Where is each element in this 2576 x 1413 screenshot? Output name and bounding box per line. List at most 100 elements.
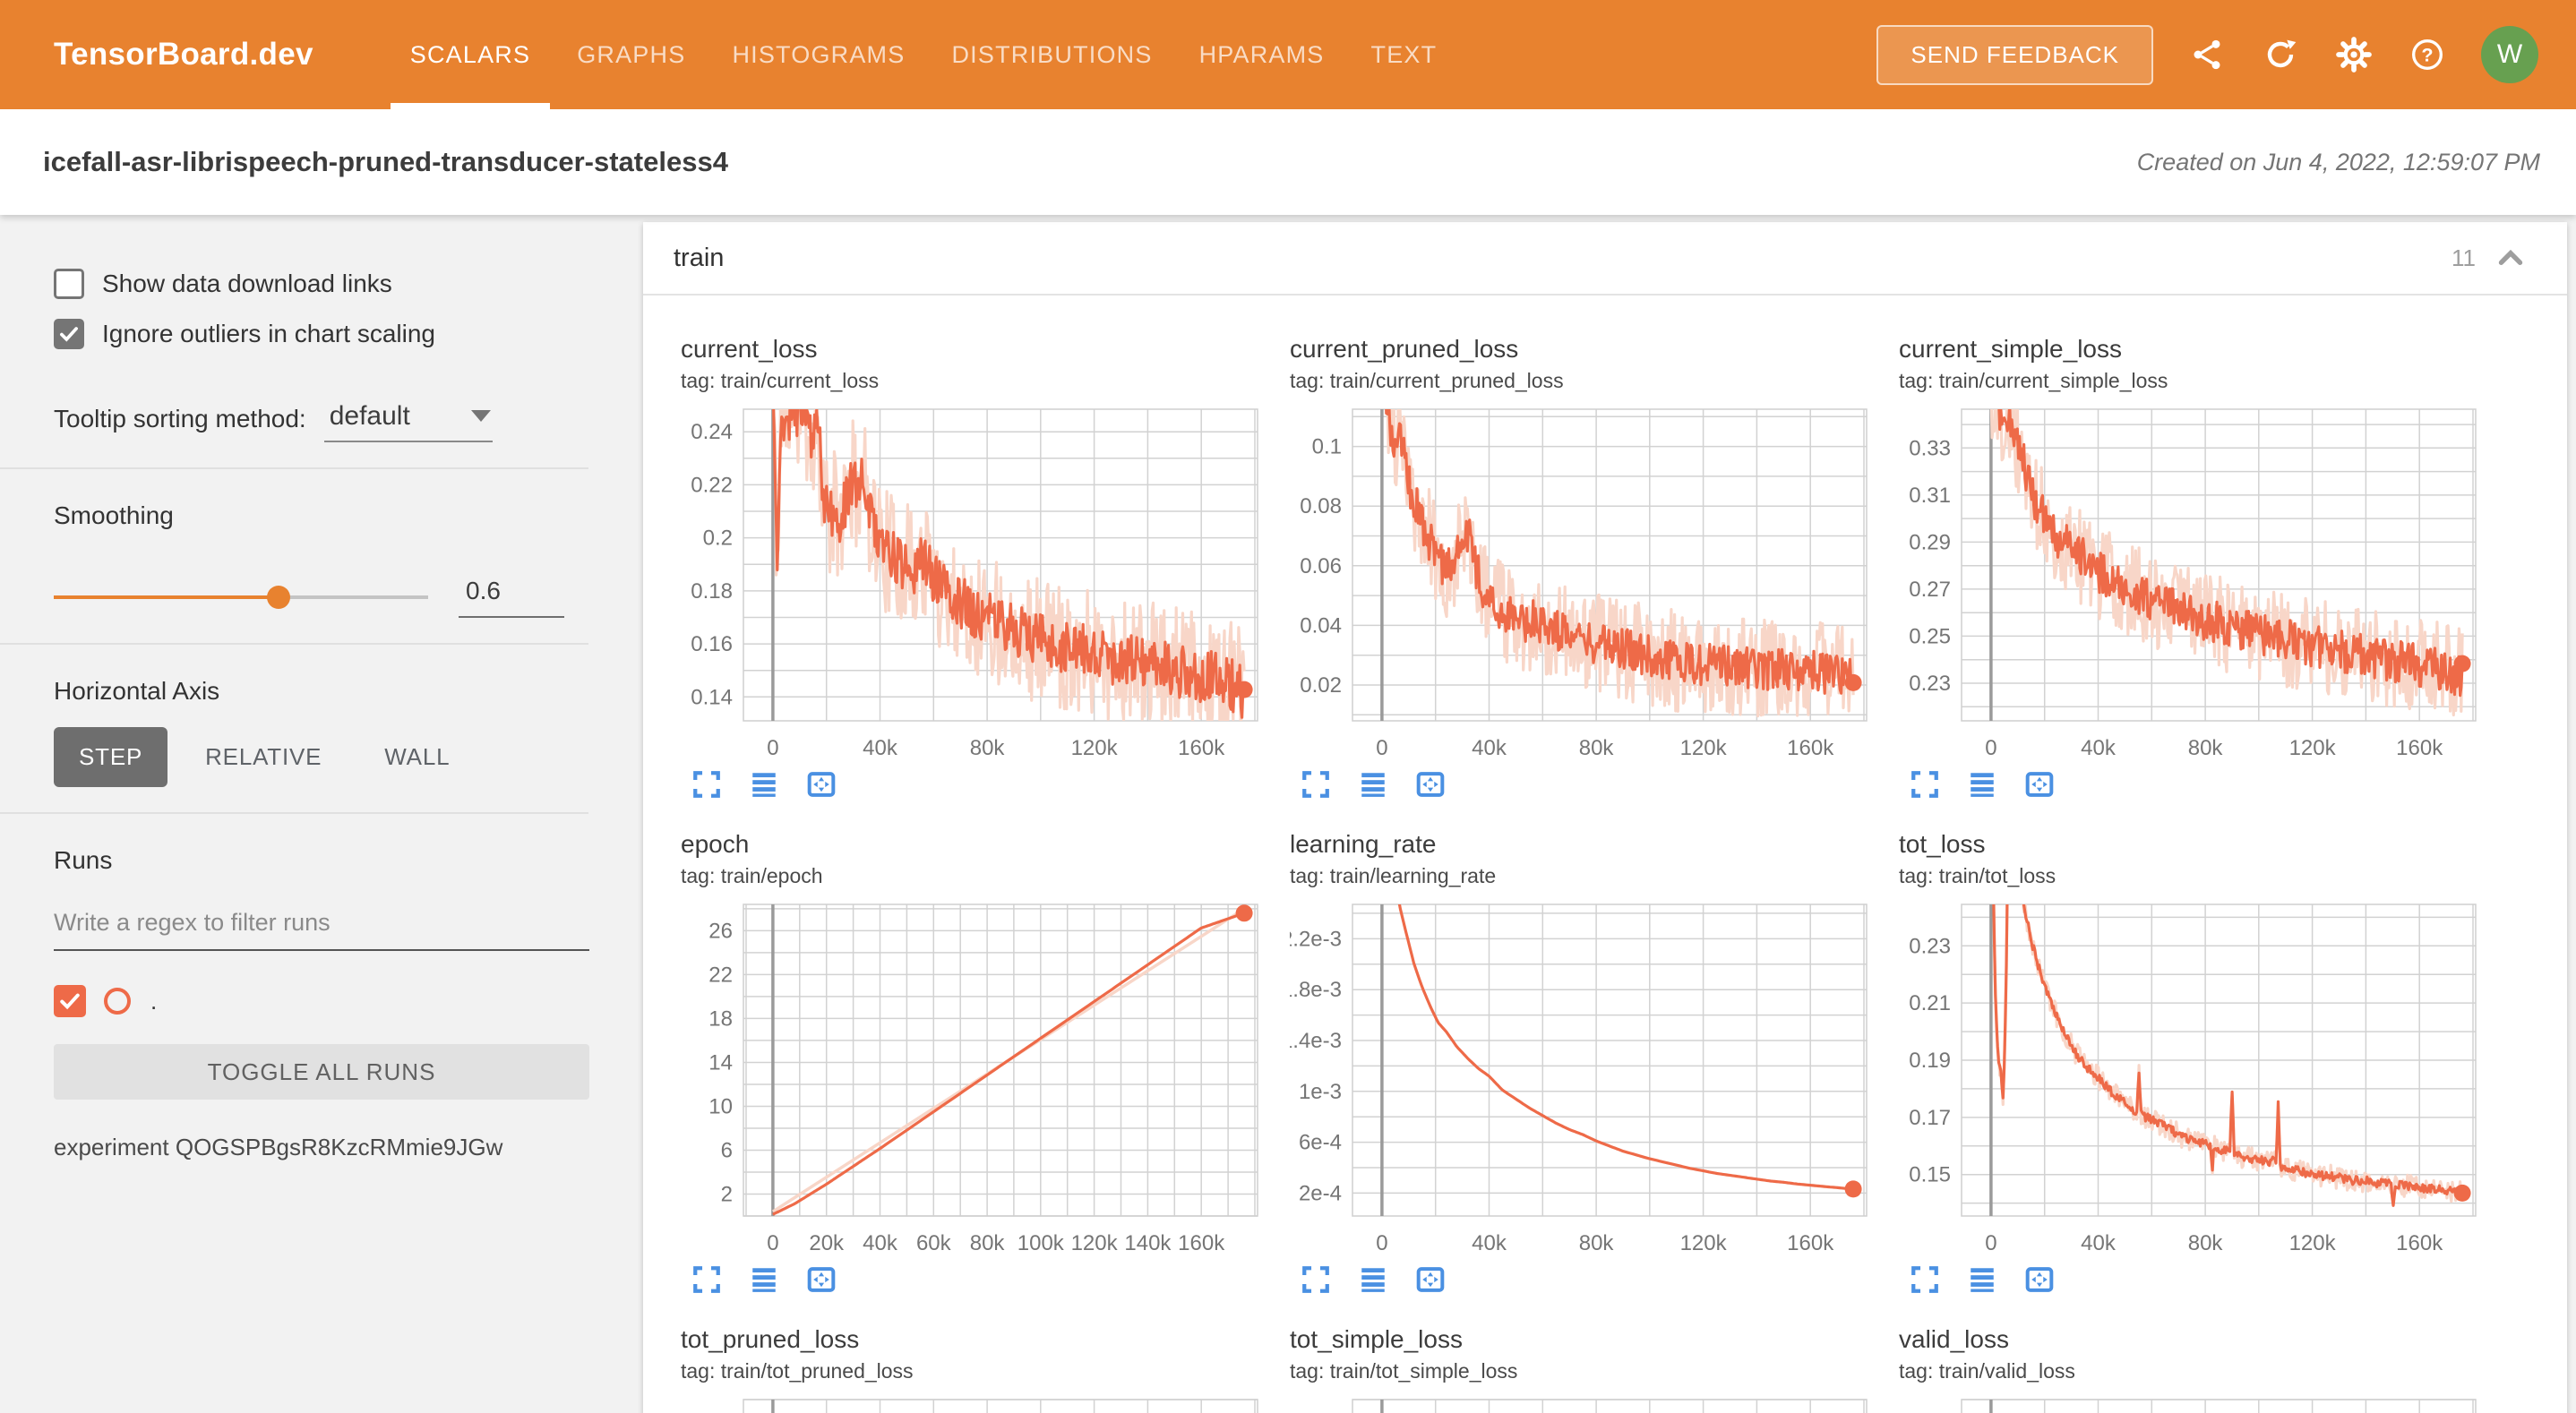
run-data-list-icon[interactable] — [749, 1264, 779, 1295]
run-name: . — [150, 987, 158, 1015]
svg-text:0: 0 — [767, 736, 778, 760]
fit-domain-icon[interactable] — [2024, 769, 2055, 800]
chart-plot[interactable]: 0.23 0.21 0.19 0.17 0.15 0 40k 80k 120k 160k — [1899, 899, 2481, 1255]
train-card-header[interactable]: train 11 — [643, 222, 2567, 295]
chart-tag: tag: train/epoch — [681, 864, 823, 887]
svg-text:0.19: 0.19 — [1909, 1049, 1951, 1073]
show-download-links-row[interactable]: Show data download links — [54, 269, 588, 299]
tab-histograms[interactable]: HISTOGRAMS — [732, 40, 906, 68]
help-icon[interactable]: ? — [2408, 35, 2447, 74]
app-header: TensorBoard.dev SCALARS GRAPHS HISTOGRAM… — [0, 0, 2576, 109]
tab-graphs[interactable]: GRAPHS — [577, 40, 686, 68]
svg-text:0.15: 0.15 — [1909, 1163, 1951, 1187]
svg-text:22: 22 — [708, 963, 733, 987]
ignore-outliers-checkbox[interactable] — [54, 319, 84, 349]
tooltip-sorting-value: default — [329, 401, 410, 431]
check-icon — [60, 993, 80, 1010]
chart-plot[interactable]: 0.33 0.31 0.29 0.27 0.25 0.23 0 40k 80k 120k 160k — [1899, 404, 2481, 760]
axis-step-button[interactable]: STEP — [54, 727, 168, 787]
chart-title: current_pruned_loss — [1290, 335, 1519, 363]
chart-tile: learning_rate tag: train/learning_rate 2… — [1274, 800, 1883, 1295]
axis-wall-button[interactable]: WALL — [359, 727, 475, 787]
svg-text:40k: 40k — [2081, 1231, 2117, 1255]
send-feedback-button[interactable]: SEND FEEDBACK — [1876, 24, 2153, 85]
collapse-chevron-up-icon[interactable] — [2494, 241, 2528, 275]
tooltip-sorting-dropdown[interactable]: default — [323, 401, 493, 442]
run-checkbox[interactable] — [54, 985, 86, 1017]
expand-chart-icon[interactable] — [691, 1264, 722, 1295]
fit-domain-icon[interactable] — [2024, 1264, 2055, 1295]
chart-plot[interactable] — [681, 1394, 1263, 1413]
smoothing-value[interactable]: 0.6 — [459, 577, 564, 618]
refresh-icon[interactable] — [2261, 35, 2300, 74]
svg-text:60k: 60k — [916, 1231, 952, 1255]
share-icon[interactable] — [2187, 35, 2227, 74]
axis-relative-button[interactable]: RELATIVE — [180, 727, 347, 787]
chart-plot[interactable]: 0.24 0.22 0.2 0.18 0.16 0.14 0 40k 80k 120k 160k — [681, 404, 1263, 760]
expand-chart-icon[interactable] — [691, 769, 722, 800]
chart-tag: tag: train/valid_loss — [1899, 1359, 2075, 1383]
svg-text:160k: 160k — [2396, 736, 2443, 760]
svg-text:26: 26 — [708, 919, 733, 943]
chart-tag: tag: train/learning_rate — [1290, 864, 1497, 887]
main-nav: SCALARS GRAPHS HISTOGRAMS DISTRIBUTIONS … — [387, 0, 1461, 109]
run-color-swatch[interactable] — [104, 988, 131, 1015]
tab-hparams[interactable]: HPARAMS — [1198, 40, 1325, 68]
svg-text:80k: 80k — [970, 736, 1006, 760]
chart-count-badge: 11 — [2451, 244, 2476, 271]
run-data-list-icon[interactable] — [1358, 769, 1388, 800]
chart-plot[interactable] — [1290, 1394, 1872, 1413]
run-data-list-icon[interactable] — [749, 769, 779, 800]
run-row[interactable]: . — [54, 985, 588, 1017]
chart-plot[interactable]: 2.2e-3 1.8e-3 1.4e-3 1e-3 6e-4 2e-4 0 40k 80k 120… — [1290, 899, 1872, 1255]
show-download-links-checkbox[interactable] — [54, 269, 84, 299]
run-data-list-icon[interactable] — [1967, 1264, 1997, 1295]
expand-chart-icon[interactable] — [1910, 1264, 1940, 1295]
smoothing-slider-thumb[interactable] — [266, 586, 290, 609]
tab-scalars[interactable]: SCALARS — [387, 0, 554, 109]
svg-text:0.22: 0.22 — [691, 473, 733, 497]
toggle-all-runs-button[interactable]: TOGGLE ALL RUNS — [54, 1044, 589, 1100]
tab-distributions[interactable]: DISTRIBUTIONS — [951, 40, 1153, 68]
chart-title: current_simple_loss — [1899, 335, 2122, 363]
run-data-list-icon[interactable] — [1967, 769, 1997, 800]
svg-text:0.04: 0.04 — [1300, 613, 1342, 638]
chart-plot[interactable] — [1899, 1394, 2481, 1413]
svg-text:2e-4: 2e-4 — [1299, 1181, 1342, 1205]
chart-tag: tag: train/current_loss — [681, 369, 880, 392]
run-data-list-icon[interactable] — [1358, 1264, 1388, 1295]
chart-tag: tag: train/tot_simple_loss — [1290, 1359, 1518, 1383]
ignore-outliers-row[interactable]: Ignore outliers in chart scaling — [54, 319, 588, 349]
chart-tile: tot_pruned_loss tag: train/tot_pruned_lo… — [665, 1295, 1274, 1413]
header-actions: SEND FEEDBACK — [1876, 0, 2576, 109]
fit-domain-icon[interactable] — [806, 769, 837, 800]
fit-domain-icon[interactable] — [806, 1264, 837, 1295]
svg-text:2: 2 — [721, 1183, 733, 1207]
expand-chart-icon[interactable] — [1910, 769, 1940, 800]
smoothing-slider[interactable] — [54, 586, 428, 609]
chart-tile: current_simple_loss tag: train/current_s… — [1883, 304, 2492, 800]
svg-text:0: 0 — [1376, 736, 1387, 760]
check-icon — [60, 327, 78, 342]
chart-tile: tot_loss tag: train/tot_loss 0.23 0.21 0.1… — [1883, 800, 2492, 1295]
settings-gear-icon[interactable] — [2334, 35, 2374, 74]
expand-chart-icon[interactable] — [1301, 769, 1331, 800]
show-download-links-label: Show data download links — [102, 270, 392, 297]
fit-domain-icon[interactable] — [1415, 769, 1446, 800]
group-title: train — [674, 243, 725, 272]
svg-text:0.21: 0.21 — [1909, 991, 1951, 1015]
svg-text:160k: 160k — [2396, 1231, 2443, 1255]
charts-grid: current_loss tag: train/current_loss 0.2… — [643, 295, 2567, 1413]
runs-filter-input[interactable] — [54, 898, 589, 951]
fit-domain-icon[interactable] — [1415, 1264, 1446, 1295]
chart-plot[interactable]: 0.1 0.08 0.06 0.04 0.02 0 40k 80k 120k 160k — [1290, 404, 1872, 760]
svg-text:18: 18 — [708, 1006, 733, 1031]
expand-chart-icon[interactable] — [1301, 1264, 1331, 1295]
tab-text[interactable]: TEXT — [1370, 40, 1438, 68]
chart-plot[interactable]: 26 22 18 14 10 6 2 0 20k 40k 60k 80k 100k 120k 140k 160… — [681, 899, 1263, 1255]
svg-text:0.31: 0.31 — [1909, 484, 1951, 508]
svg-text:0: 0 — [1985, 736, 1996, 760]
chart-tile: current_loss tag: train/current_loss 0.2… — [665, 304, 1274, 800]
user-avatar[interactable]: W — [2481, 26, 2538, 83]
chart-tile: current_pruned_loss tag: train/current_p… — [1274, 304, 1883, 800]
